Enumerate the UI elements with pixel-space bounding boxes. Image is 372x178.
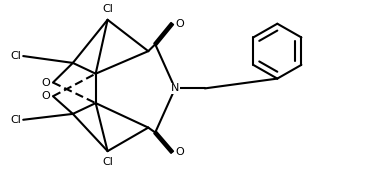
Text: O: O <box>175 19 184 29</box>
Text: Cl: Cl <box>102 157 113 167</box>
Text: Cl: Cl <box>10 51 21 61</box>
Text: O: O <box>41 91 50 101</box>
Text: N: N <box>171 83 179 93</box>
Text: Cl: Cl <box>102 4 113 14</box>
Text: Cl: Cl <box>10 115 21 125</box>
Text: O: O <box>175 147 184 157</box>
Text: O: O <box>41 78 50 88</box>
